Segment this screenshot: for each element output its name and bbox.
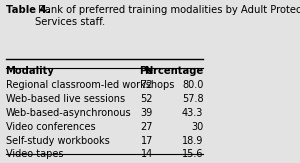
Text: Table 4.: Table 4. [5, 5, 50, 15]
Text: 14: 14 [141, 149, 153, 159]
Text: N: N [145, 67, 153, 76]
Text: 52: 52 [140, 94, 153, 104]
Text: 15.6: 15.6 [182, 149, 203, 159]
Text: 17: 17 [140, 136, 153, 146]
Text: 39: 39 [141, 108, 153, 118]
Text: Regional classroom-led workshops: Regional classroom-led workshops [5, 80, 174, 90]
Text: Web-based live sessions: Web-based live sessions [5, 94, 124, 104]
Text: Modality: Modality [5, 67, 54, 76]
Text: Percentage: Percentage [139, 67, 203, 76]
Text: Video conferences: Video conferences [5, 122, 95, 132]
Text: 18.9: 18.9 [182, 136, 203, 146]
Text: 57.8: 57.8 [182, 94, 203, 104]
Text: 80.0: 80.0 [182, 80, 203, 90]
Text: Self-study workbooks: Self-study workbooks [5, 136, 109, 146]
Text: 43.3: 43.3 [182, 108, 203, 118]
Text: Web-based-asynchronous: Web-based-asynchronous [5, 108, 131, 118]
Text: 72: 72 [140, 80, 153, 90]
Text: 30: 30 [191, 122, 203, 132]
Text: Rank of preferred training modalities by Adult Protective
Services staff.: Rank of preferred training modalities by… [35, 5, 300, 27]
Text: Video tapes: Video tapes [5, 149, 63, 159]
Text: 27: 27 [140, 122, 153, 132]
